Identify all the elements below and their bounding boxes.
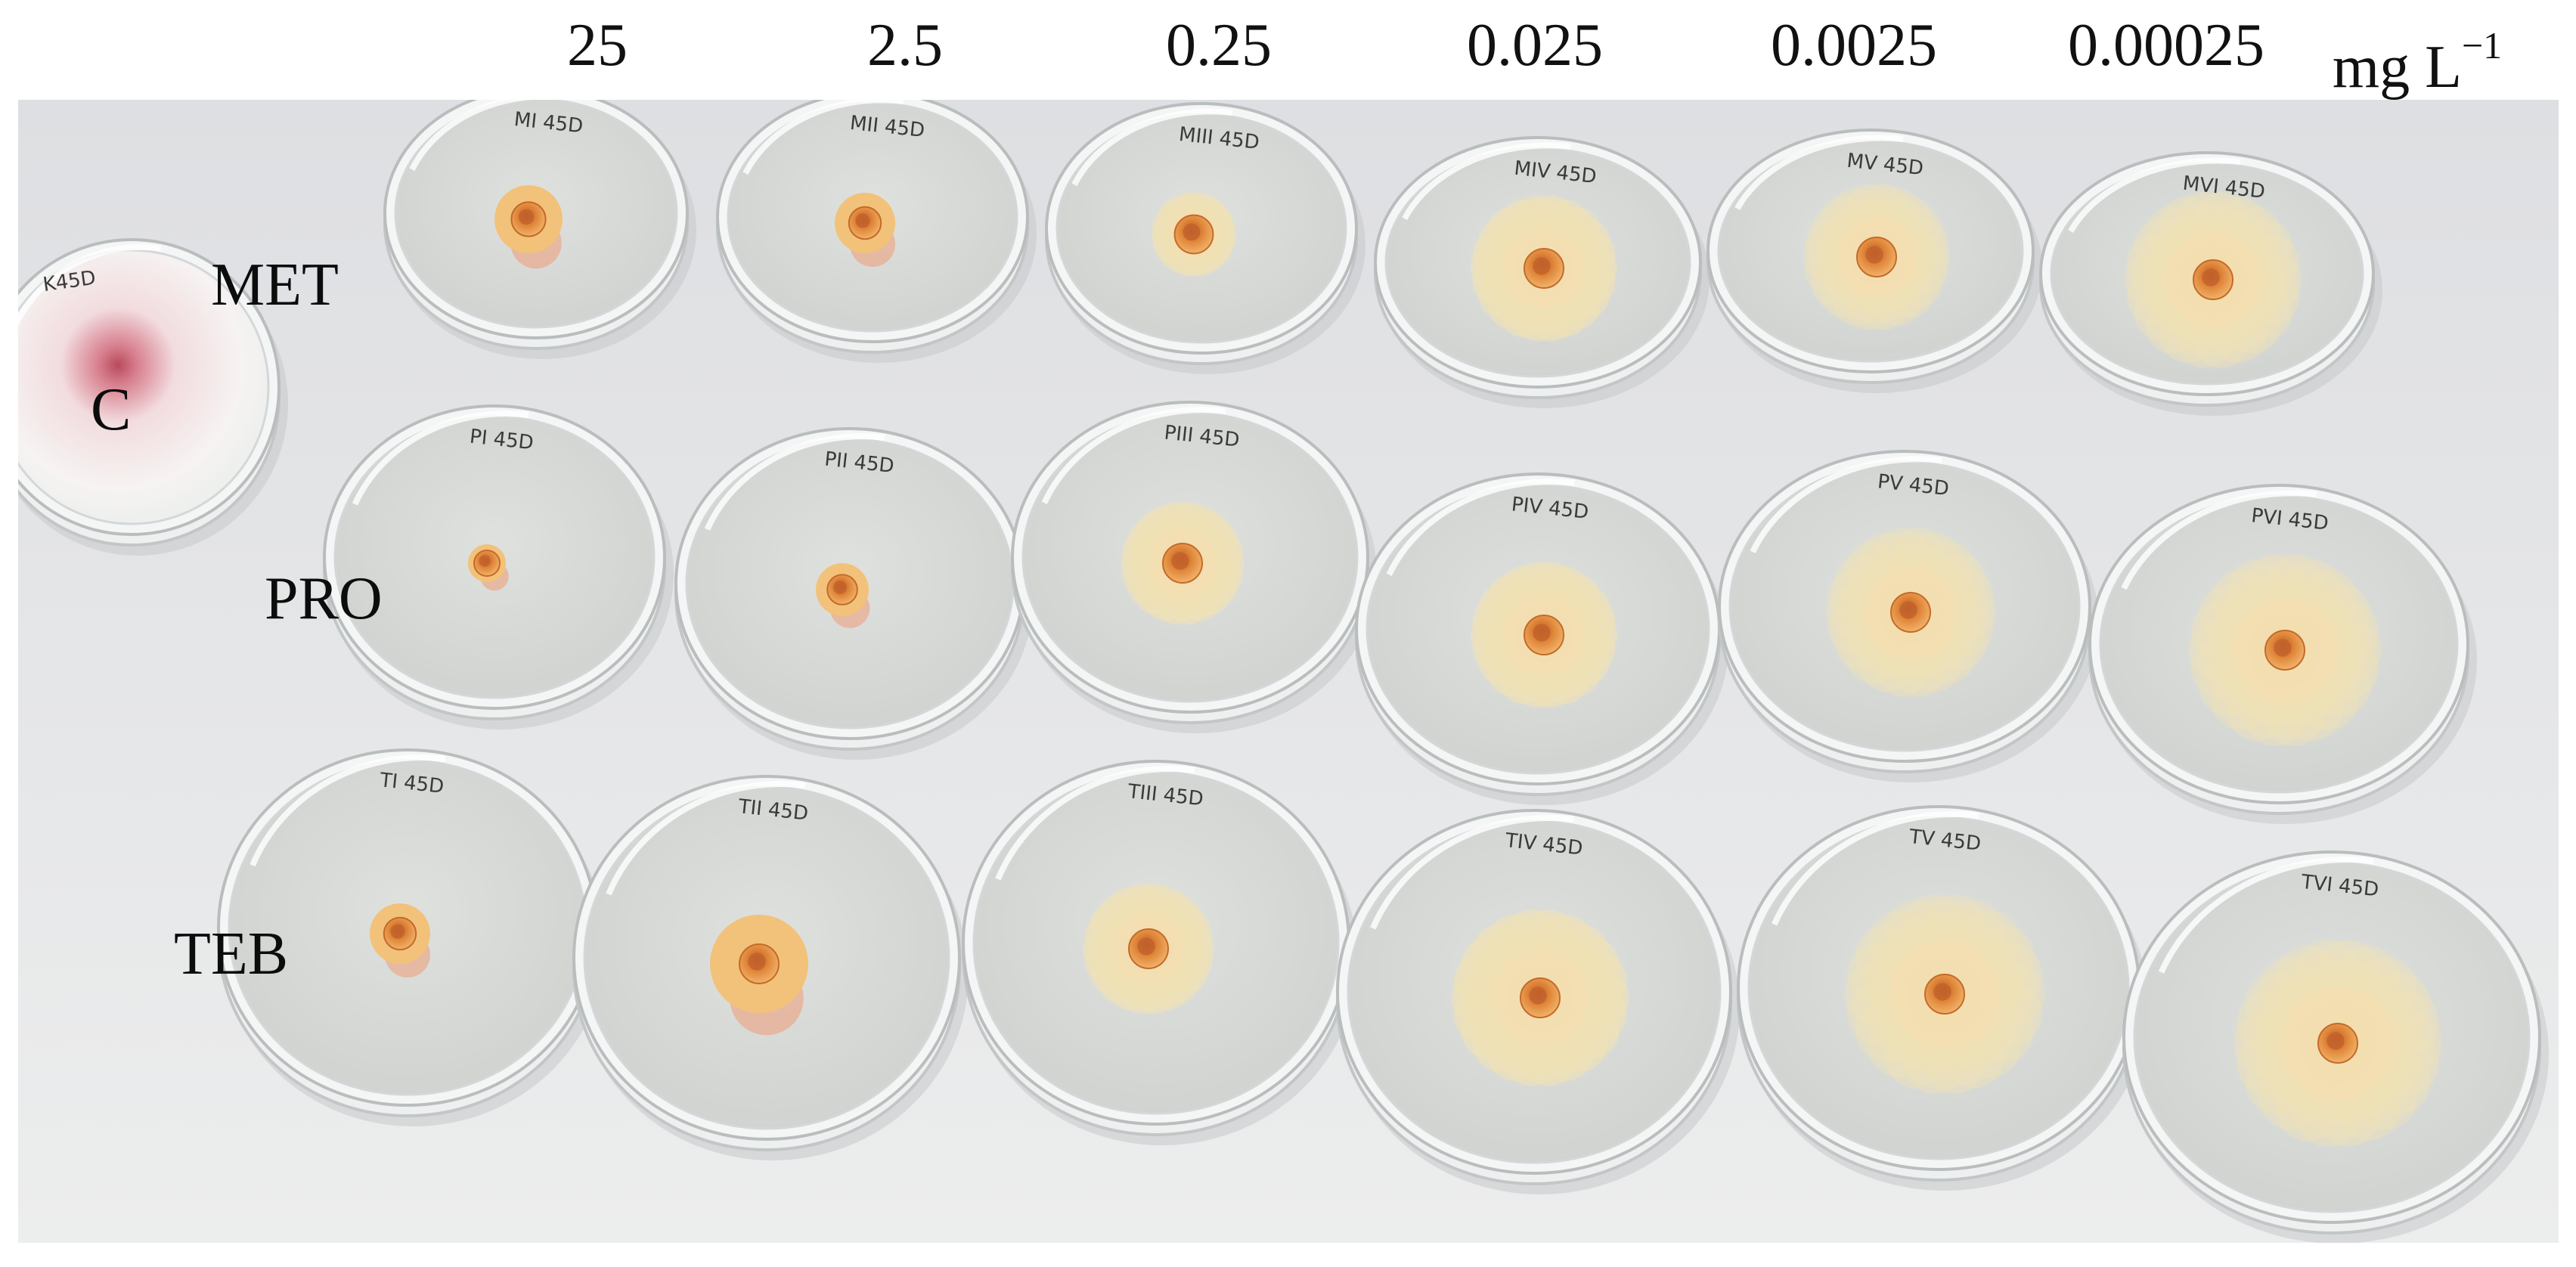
met-dish: MV 45D	[1706, 129, 2042, 393]
met-dish: MIII 45D	[1045, 102, 1365, 374]
row-label-met: MET	[211, 252, 339, 318]
concentration-header: 25 2.5 0.25 0.025 0.0025 0.00025 mg L−1	[0, 0, 2576, 101]
petri-dish-photo: K45D MI 45D MII 45D MIII 45D MIV 45D MV 45D MV…	[18, 100, 2559, 1243]
pro-dish: PVI 45D	[2088, 484, 2477, 824]
control-dish: K45D	[18, 238, 288, 556]
pro-dish: PV 45D	[1718, 450, 2099, 782]
met-dish: MII 45D	[716, 100, 1037, 363]
concentration-label: 0.25	[1166, 12, 1272, 79]
row-label-pro: PRO	[265, 565, 383, 632]
teb-dish: TI 45D	[217, 748, 606, 1126]
met-dish: MIV 45D	[1374, 136, 1710, 408]
concentration-label: 0.0025	[1771, 12, 1937, 79]
teb-dish: TIII 45D	[962, 760, 1358, 1145]
met-dish: MI 45D	[383, 100, 696, 359]
row-label-teb: TEB	[174, 921, 289, 987]
concentration-label: 0.025	[1467, 12, 1603, 79]
concentration-label: 2.5	[867, 12, 943, 79]
pro-dish: PI 45D	[323, 404, 674, 730]
teb-dish: TII 45D	[572, 775, 969, 1160]
pro-dish: PIII 45D	[1011, 401, 1377, 733]
teb-dish: TIV 45D	[1336, 809, 1740, 1194]
concentration-unit: mg L−1	[2332, 24, 2503, 101]
pro-dish: PIV 45D	[1355, 472, 1728, 805]
row-label-control: C	[91, 376, 132, 443]
concentration-label: 0.00025	[2068, 12, 2264, 79]
teb-dish: TV 45D	[1737, 805, 2148, 1191]
concentration-label: 25	[567, 12, 628, 79]
pro-dish: PII 45D	[674, 427, 1033, 760]
met-dish: MVI 45D	[2039, 151, 2382, 416]
teb-dish: TVI 45D	[2122, 850, 2549, 1243]
